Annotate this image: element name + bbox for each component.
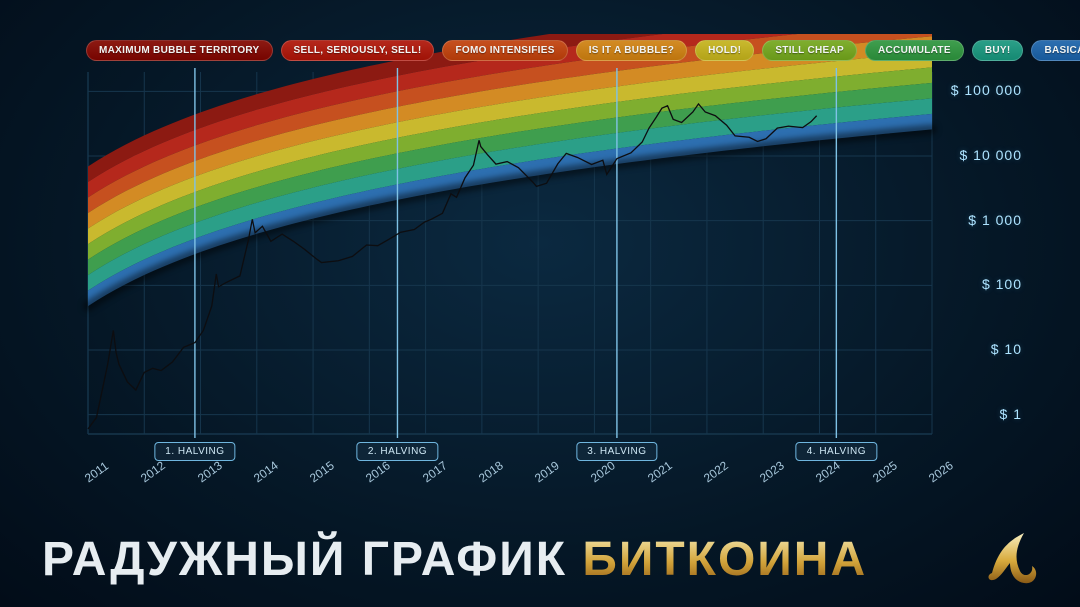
y-axis-label: $ 10	[991, 341, 1022, 357]
title-accent: БИТКОИНА	[582, 533, 867, 586]
legend-pill: HOLD!	[695, 40, 754, 61]
halving-tag: 1. HALVING	[154, 442, 235, 461]
y-axis-label: $ 1 000	[968, 212, 1022, 228]
chart-title: РАДУЖНЫЙ ГРАФИК БИТКОИНА	[42, 532, 867, 587]
legend-pill: FOMO INTENSIFIES	[442, 40, 567, 61]
y-axis-label: $ 10 000	[960, 147, 1023, 163]
title-main: РАДУЖНЫЙ ГРАФИК	[42, 533, 582, 586]
legend-pill: IS IT A BUBBLE?	[576, 40, 687, 61]
halving-tag: 4. HALVING	[796, 442, 877, 461]
chart: $ 100 000$ 10 000$ 1 000$ 100$ 10$ 12011…	[52, 34, 1028, 504]
legend-pill: SELL, SERIOUSLY, SELL!	[281, 40, 435, 61]
legend-row: MAXIMUM BUBBLE TERRITORY SELL, SERIOUSLY,…	[86, 40, 1080, 61]
legend-pill: BASICALLY A FIRE SALE	[1031, 40, 1080, 61]
legend-pill: BUY!	[972, 40, 1024, 61]
halving-tag: 2. HALVING	[357, 442, 438, 461]
y-axis-label: $ 100 000	[951, 82, 1022, 98]
legend-pill: MAXIMUM BUBBLE TERRITORY	[86, 40, 273, 61]
legend-pill: ACCUMULATE	[865, 40, 964, 61]
y-axis-label: $ 1	[1000, 406, 1022, 422]
y-axis-label: $ 100	[982, 276, 1022, 292]
halving-tag: 3. HALVING	[576, 442, 657, 461]
legend-pill: STILL CHEAP	[762, 40, 857, 61]
brand-logo-icon	[974, 519, 1044, 589]
